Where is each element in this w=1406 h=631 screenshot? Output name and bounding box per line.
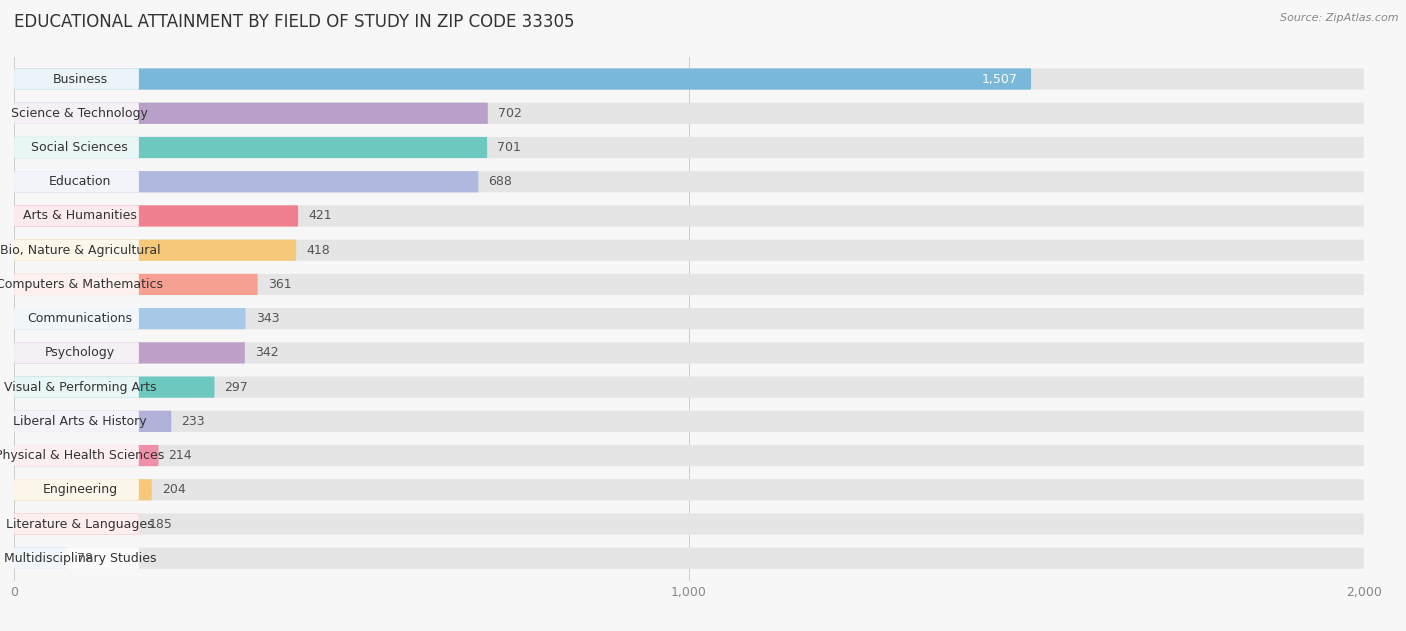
FancyBboxPatch shape bbox=[14, 479, 1364, 500]
Text: 204: 204 bbox=[162, 483, 186, 497]
Text: Social Sciences: Social Sciences bbox=[31, 141, 128, 154]
Text: 343: 343 bbox=[256, 312, 280, 325]
Text: Multidisciplinary Studies: Multidisciplinary Studies bbox=[4, 551, 156, 565]
FancyBboxPatch shape bbox=[14, 103, 1364, 124]
Text: EDUCATIONAL ATTAINMENT BY FIELD OF STUDY IN ZIP CODE 33305: EDUCATIONAL ATTAINMENT BY FIELD OF STUDY… bbox=[14, 13, 575, 31]
Text: Science & Technology: Science & Technology bbox=[11, 107, 148, 120]
FancyBboxPatch shape bbox=[14, 137, 486, 158]
FancyBboxPatch shape bbox=[14, 68, 1364, 90]
Text: 418: 418 bbox=[307, 244, 330, 257]
Text: Bio, Nature & Agricultural: Bio, Nature & Agricultural bbox=[0, 244, 160, 257]
FancyBboxPatch shape bbox=[14, 274, 139, 295]
FancyBboxPatch shape bbox=[14, 274, 1364, 295]
Text: Arts & Humanities: Arts & Humanities bbox=[22, 209, 136, 223]
Text: Education: Education bbox=[49, 175, 111, 188]
FancyBboxPatch shape bbox=[14, 205, 139, 227]
FancyBboxPatch shape bbox=[14, 411, 139, 432]
FancyBboxPatch shape bbox=[14, 548, 1364, 569]
FancyBboxPatch shape bbox=[14, 377, 215, 398]
FancyBboxPatch shape bbox=[14, 137, 139, 158]
FancyBboxPatch shape bbox=[14, 342, 139, 363]
FancyBboxPatch shape bbox=[14, 377, 139, 398]
Text: Physical & Health Sciences: Physical & Health Sciences bbox=[0, 449, 165, 462]
FancyBboxPatch shape bbox=[14, 205, 298, 227]
FancyBboxPatch shape bbox=[14, 171, 139, 192]
Text: 361: 361 bbox=[267, 278, 291, 291]
FancyBboxPatch shape bbox=[14, 479, 152, 500]
FancyBboxPatch shape bbox=[14, 68, 1031, 90]
FancyBboxPatch shape bbox=[14, 240, 1364, 261]
FancyBboxPatch shape bbox=[14, 342, 1364, 363]
FancyBboxPatch shape bbox=[14, 308, 1364, 329]
FancyBboxPatch shape bbox=[14, 103, 488, 124]
FancyBboxPatch shape bbox=[14, 171, 1364, 192]
FancyBboxPatch shape bbox=[14, 445, 139, 466]
FancyBboxPatch shape bbox=[14, 514, 139, 534]
Text: Business: Business bbox=[52, 73, 107, 86]
Text: 297: 297 bbox=[225, 380, 249, 394]
Text: 702: 702 bbox=[498, 107, 522, 120]
FancyBboxPatch shape bbox=[14, 274, 257, 295]
FancyBboxPatch shape bbox=[14, 68, 139, 90]
FancyBboxPatch shape bbox=[14, 171, 478, 192]
Text: Liberal Arts & History: Liberal Arts & History bbox=[13, 415, 146, 428]
Text: 185: 185 bbox=[149, 517, 173, 531]
Text: 701: 701 bbox=[498, 141, 522, 154]
Text: Communications: Communications bbox=[27, 312, 132, 325]
Text: 78: 78 bbox=[77, 551, 93, 565]
Text: Literature & Languages: Literature & Languages bbox=[6, 517, 153, 531]
Text: Computers & Mathematics: Computers & Mathematics bbox=[0, 278, 163, 291]
Text: 233: 233 bbox=[181, 415, 205, 428]
FancyBboxPatch shape bbox=[14, 377, 1364, 398]
FancyBboxPatch shape bbox=[14, 445, 159, 466]
FancyBboxPatch shape bbox=[14, 514, 1364, 534]
FancyBboxPatch shape bbox=[14, 548, 139, 569]
FancyBboxPatch shape bbox=[14, 445, 1364, 466]
FancyBboxPatch shape bbox=[14, 240, 297, 261]
FancyBboxPatch shape bbox=[14, 479, 139, 500]
Text: 342: 342 bbox=[254, 346, 278, 360]
Text: 214: 214 bbox=[169, 449, 193, 462]
FancyBboxPatch shape bbox=[14, 411, 172, 432]
Text: Visual & Performing Arts: Visual & Performing Arts bbox=[4, 380, 156, 394]
FancyBboxPatch shape bbox=[14, 548, 66, 569]
FancyBboxPatch shape bbox=[14, 308, 139, 329]
FancyBboxPatch shape bbox=[14, 137, 1364, 158]
FancyBboxPatch shape bbox=[14, 308, 246, 329]
Text: Source: ZipAtlas.com: Source: ZipAtlas.com bbox=[1281, 13, 1399, 23]
Text: Psychology: Psychology bbox=[45, 346, 115, 360]
FancyBboxPatch shape bbox=[14, 342, 245, 363]
Text: 1,507: 1,507 bbox=[981, 73, 1018, 86]
FancyBboxPatch shape bbox=[14, 205, 1364, 227]
Text: Engineering: Engineering bbox=[42, 483, 118, 497]
FancyBboxPatch shape bbox=[14, 240, 139, 261]
FancyBboxPatch shape bbox=[14, 103, 139, 124]
Text: 688: 688 bbox=[488, 175, 512, 188]
FancyBboxPatch shape bbox=[14, 514, 139, 534]
FancyBboxPatch shape bbox=[14, 411, 1364, 432]
Text: 421: 421 bbox=[308, 209, 332, 223]
